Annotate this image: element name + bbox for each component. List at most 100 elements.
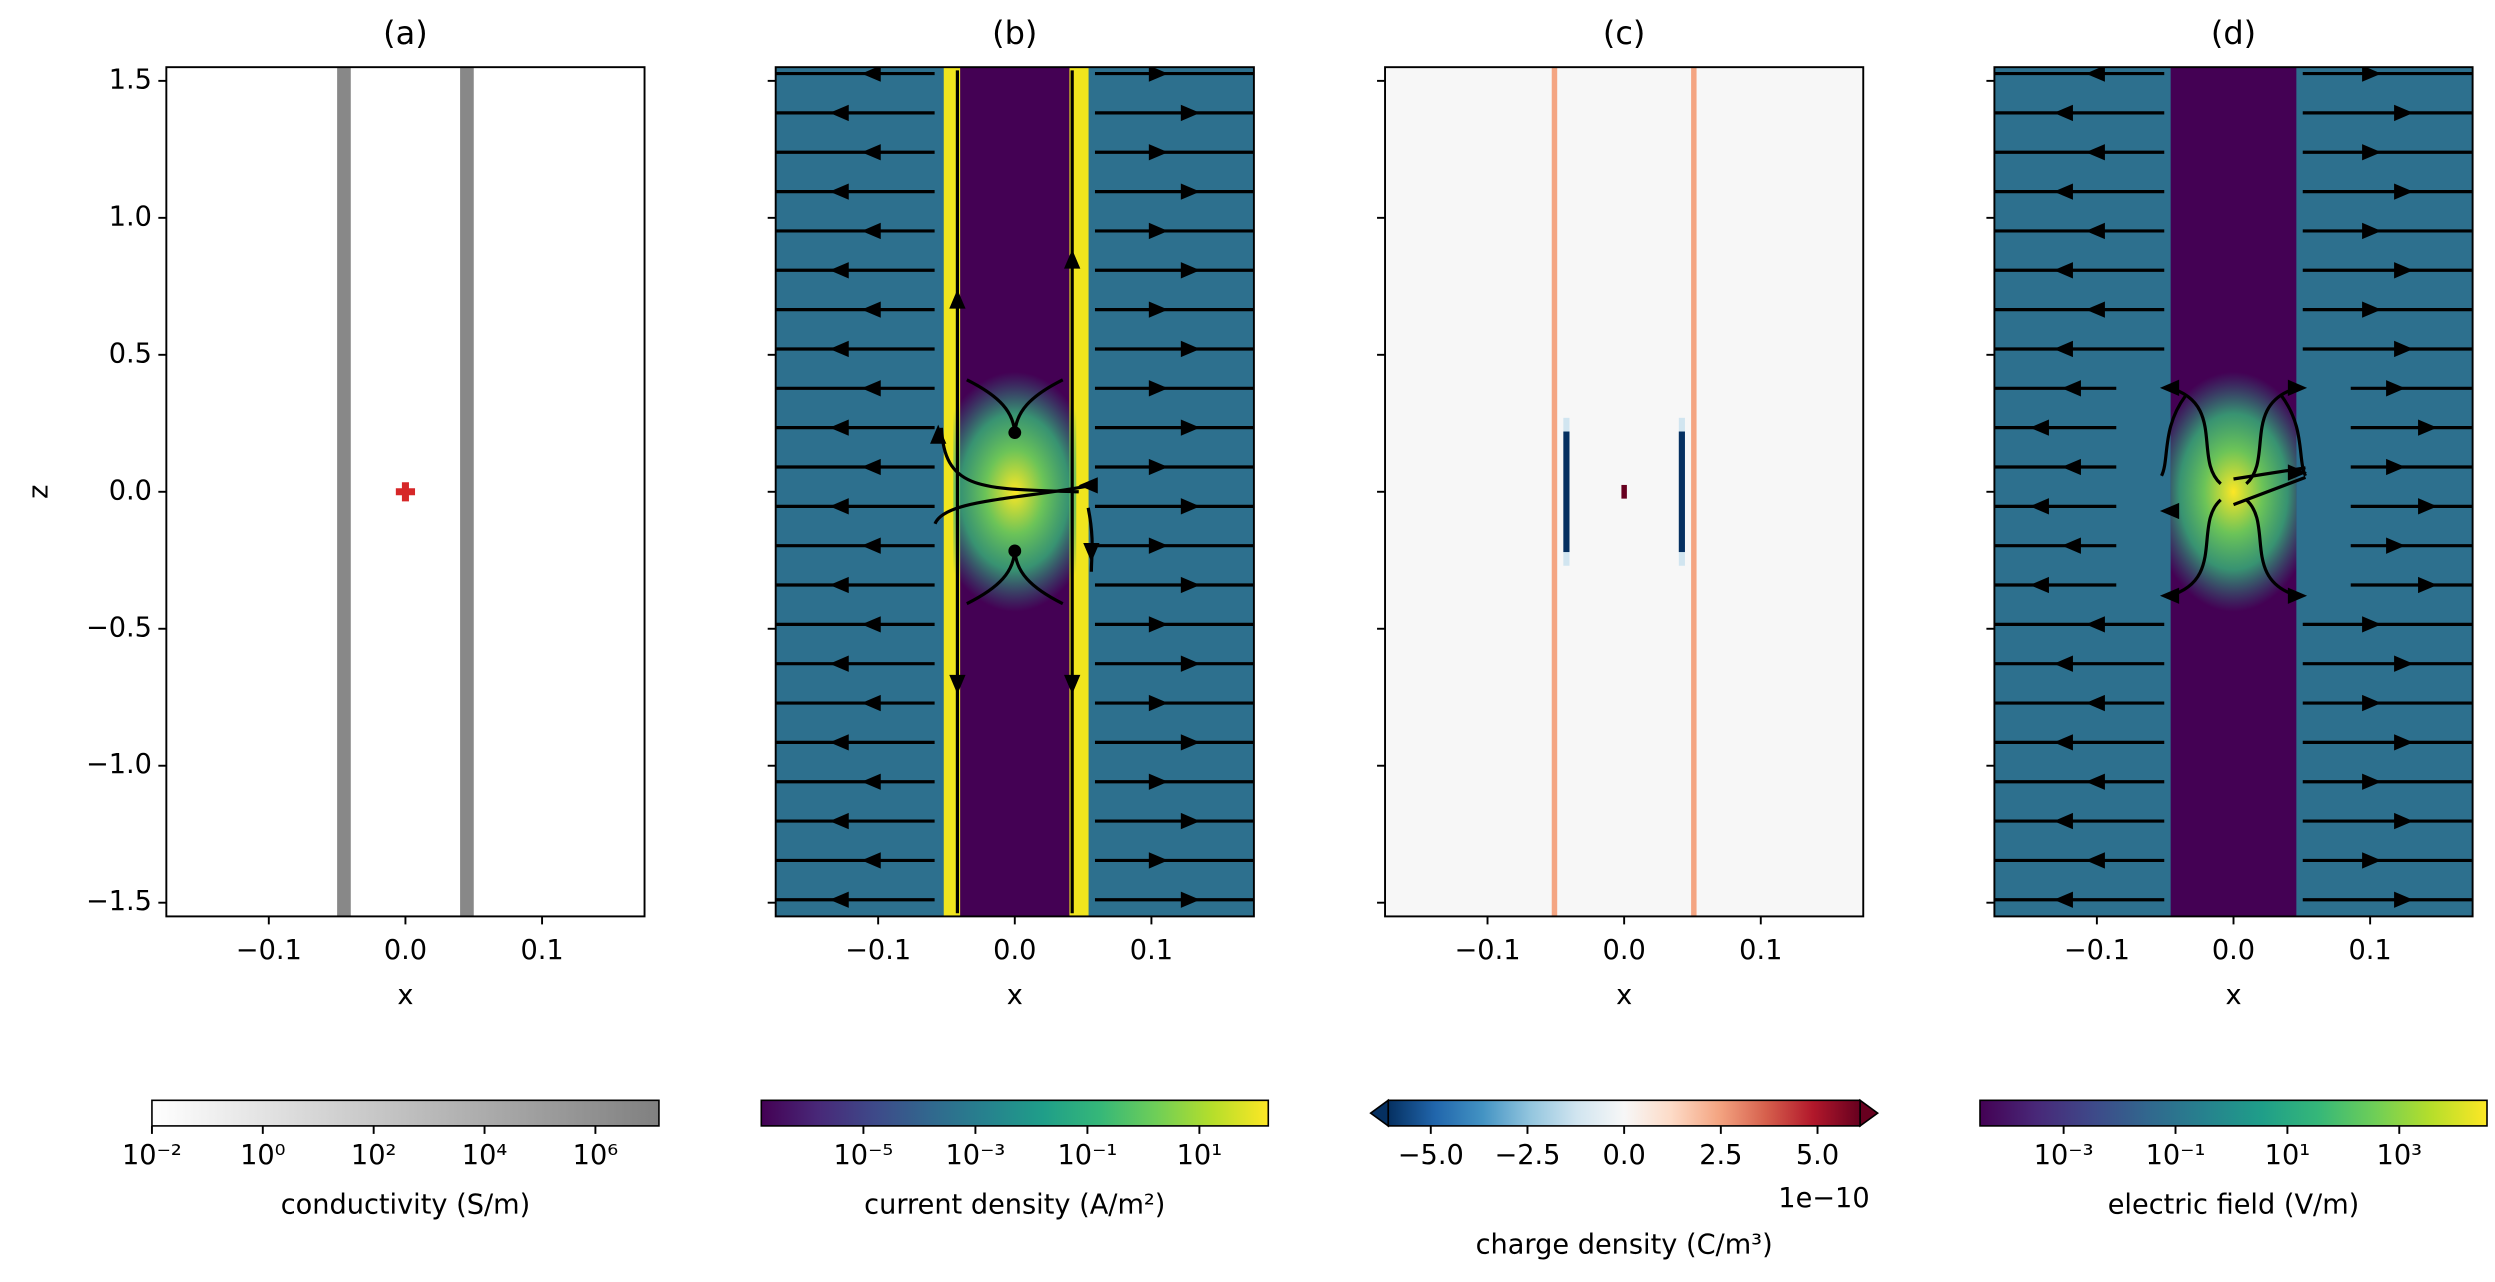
stream-arrow [1148,458,1169,476]
stream-arrow [1180,340,1201,358]
x-tick-label: 0.0 [384,935,427,966]
stream-arrow [2394,812,2414,830]
stream-arrow [861,222,881,240]
stream-arrow [829,576,849,594]
colorbar [151,1099,660,1127]
streamline [2169,386,2222,485]
colorbar-tick-label: 10⁻⁵ [834,1140,894,1171]
y-tick-label: 1.0 [109,201,152,232]
stream-arrow [2386,380,2406,397]
stream-arrow [2362,222,2382,240]
panel-3 [1994,67,2473,917]
stream-arrow [1180,183,1201,200]
colorbar [760,1099,1270,1127]
chart-title: (d) [2211,14,2256,52]
stream-arrow [2362,694,2382,712]
colorbar-tick-label: 10⁻¹ [1057,1140,1117,1171]
x-axis-label: x [1616,980,1632,1011]
chart-title: (a) [383,14,428,52]
stream-arrow [2394,262,2414,279]
stream-arrow [1180,262,1201,279]
stream-arrow [2159,587,2180,604]
colorbar-extend [1859,1098,1880,1128]
stream-arrow [861,694,881,712]
stream-arrow [2085,222,2105,240]
stream-arrow [2061,380,2081,397]
stream-arrow [2053,104,2073,122]
colorbar-tick-label: −5.0 [1398,1140,1464,1171]
streamline [2232,475,2307,507]
stream-arrow [2362,144,2382,161]
stream-arrow [2362,301,2382,318]
stream-arrow [2362,67,2382,82]
colorbar-tick-label: 10⁴ [462,1140,508,1171]
stream-arrow [2085,301,2105,318]
panel-2 [1385,67,1864,917]
x-tick-label: −0.1 [845,935,911,966]
stream-arrow [1148,537,1169,554]
streamline [2160,394,2187,477]
stream-arrow [1064,674,1081,695]
stream-arrow [2029,576,2049,594]
y-tick-label: 1.5 [109,64,152,95]
colorbar-label: electric field (V/m) [2108,1189,2360,1220]
colorbar-tick-label: 10⁻¹ [2146,1140,2206,1171]
chart-title: (b) [992,14,1037,52]
field-band [460,67,474,917]
stream-arrow [2085,852,2105,869]
stream-arrow [2394,183,2414,200]
glow [953,371,1077,612]
stream-arrow [2418,419,2438,436]
x-tick-label: 0.1 [1130,935,1173,966]
streamline [2245,386,2298,485]
stream-arrow [2394,655,2414,672]
colorbar [1979,1099,2488,1127]
colorbar-tick-label: 5.0 [1796,1140,1839,1171]
stream-arrow [1180,812,1201,830]
x-tick-label: 0.1 [520,935,563,966]
colorbar-label: charge density (C/m³) [1476,1229,1773,1260]
stream-arrow [829,183,849,200]
stream-arrow [949,674,966,695]
x-tick-label: 0.0 [2212,935,2255,966]
y-tick-label: −1.0 [86,749,152,780]
stream-arrow [2053,891,2073,908]
stream-arrow [829,734,849,751]
stream-arrow [2085,773,2105,790]
stream-arrow [2053,812,2073,830]
y-tick-label: 0.5 [109,338,152,369]
stream-arrow [1148,694,1169,712]
colorbar-tick-label: 10⁻² [122,1140,182,1171]
x-tick-label: 0.1 [2349,935,2392,966]
y-tick-label: −1.5 [86,886,152,917]
colorbar-tick-label: 10⁻³ [2034,1140,2094,1171]
streamline [939,427,1079,494]
stream-arrow [2386,537,2406,554]
y-tick-label: 0.0 [109,475,152,506]
y-tick-label: −0.5 [86,612,152,643]
stream-arrow [1180,891,1201,908]
x-tick-label: −0.1 [236,935,302,966]
stream-arrow [2418,498,2438,515]
field-band [1069,67,1089,917]
colorbar-label: current density (A/m²) [864,1189,1165,1220]
source-marker [395,482,416,502]
colorbar [1387,1099,1861,1127]
stream-arrow [1148,144,1169,161]
stream-arrow [829,655,849,672]
colorbar-tick-label: 2.5 [1699,1140,1742,1171]
stream-arrow [1064,249,1081,269]
stream-arrow [2287,379,2308,396]
stream-arrow [2053,183,2073,200]
stream-arrow [829,812,849,830]
colorbar-tick-label: −2.5 [1494,1140,1560,1171]
stream-arrow [1148,380,1169,397]
stream-arrow [829,340,849,358]
x-tick-label: −0.1 [1455,935,1521,966]
stream-arrow [2085,144,2105,161]
streamline [933,483,1092,525]
x-tick-label: 0.0 [993,935,1036,966]
field-band [1678,431,1685,553]
stream-arrow [2085,67,2105,82]
stream-arrow [930,424,947,444]
